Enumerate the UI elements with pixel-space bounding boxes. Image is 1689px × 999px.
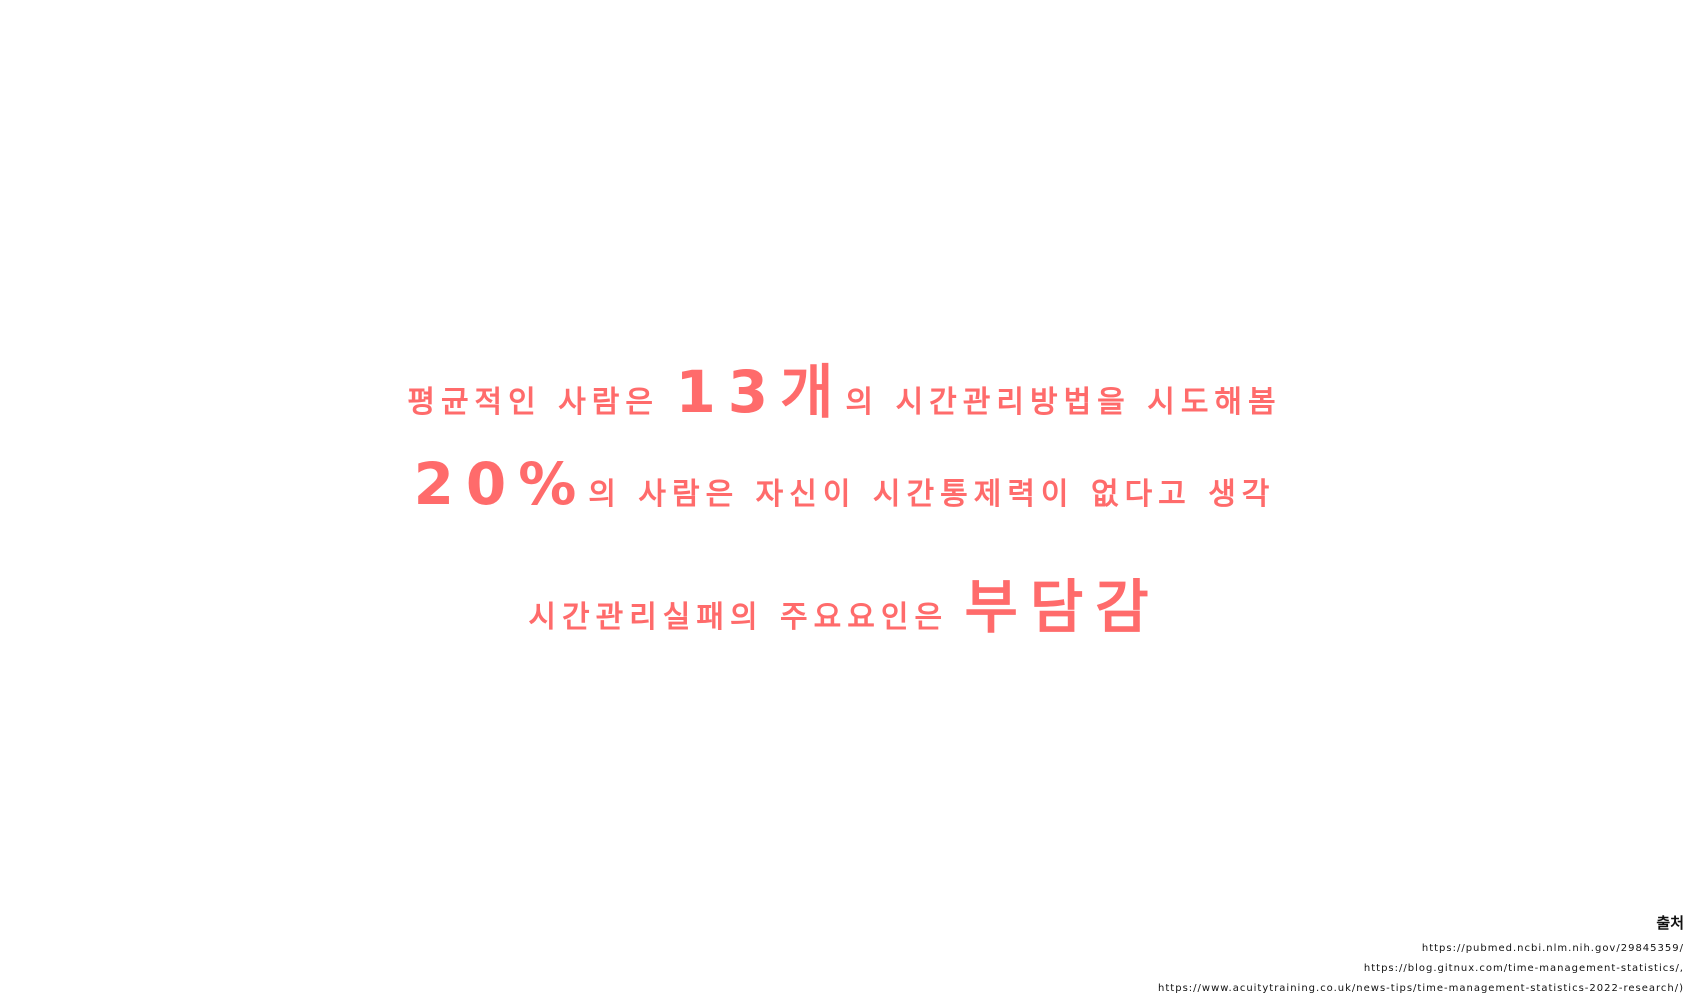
sources-title: 출처: [1656, 914, 1684, 932]
stat-highlight: 부담감: [964, 573, 1161, 641]
sources-block: 출처 https://pubmed.ncbi.nlm.nih.gov/29845…: [1158, 912, 1684, 999]
source-link[interactable]: https://www.acuitytraining.co.uk/news-ti…: [1158, 983, 1684, 994]
stat-line-methods: 평균적인 사람은 13개의 시간관리방법을 시도해봄: [0, 345, 1689, 429]
stat-highlight: 13개: [675, 358, 846, 426]
stat-text-post: 의 시간관리방법을 시도해봄: [845, 385, 1282, 420]
stat-line-control: 20%의 사람은 자신이 시간통제력이 없다고 생각: [0, 450, 1689, 518]
stat-highlight: 20%: [413, 450, 589, 518]
stat-line-failure: 시간관리실패의 주요요인은 부담감: [0, 560, 1689, 644]
source-link[interactable]: https://pubmed.ncbi.nlm.nih.gov/29845359…: [1421, 943, 1684, 954]
source-link[interactable]: https://blog.gitnux.com/time-management-…: [1363, 963, 1684, 974]
stat-text-pre: 평균적인 사람은: [407, 385, 676, 420]
stat-text-post: 의 사람은 자신이 시간통제력이 없다고 생각: [588, 477, 1276, 512]
stat-text-pre: 시간관리실패의 주요요인은: [528, 600, 965, 635]
